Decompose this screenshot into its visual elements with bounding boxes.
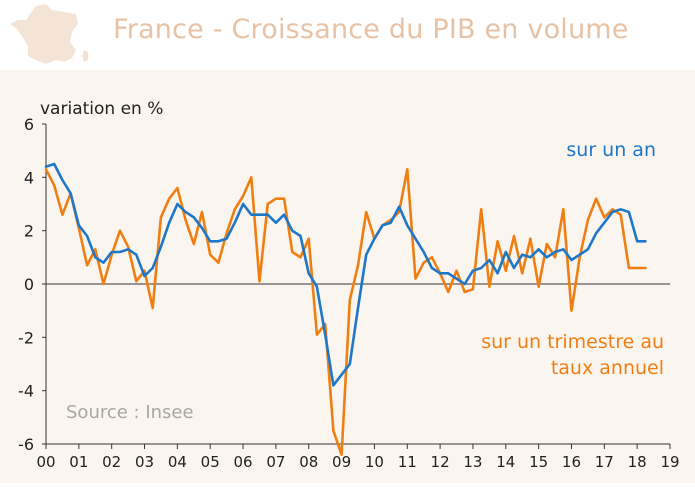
x-tick-label: 02 [102,453,121,471]
y-tick-label: -6 [18,435,34,454]
x-tick-label: 07 [266,453,285,471]
chart-header: France - Croissance du PIB en volume [0,0,695,70]
x-tick-label: 05 [201,453,220,471]
axes-layer: 6 4 2 0 -2 -4 -600 01 02 03 04 05 06 07 08 09 10 11 12 13 14… [18,115,680,471]
source-note: Source : Insee [66,402,194,423]
series-line-annual [44,162,647,387]
y-axis-label: variation en % [40,99,163,119]
x-tick-label: 11 [398,453,417,471]
x-tick-label: 08 [299,453,318,471]
series-label-quarterly-line: sur un trimestre au [481,331,664,353]
y-tick-label: -2 [18,328,34,347]
y-tick-label: 0 [24,275,34,294]
x-tick-label: 03 [135,453,154,471]
series-layer [44,162,647,457]
x-tick-label: 16 [562,453,581,471]
x-tick-label: 15 [529,453,548,471]
y-tick-label: -4 [18,382,34,401]
series-label-quarterly-line: taux annuel [551,357,664,379]
x-tick-label: 17 [595,453,614,471]
y-tick-label: 6 [24,115,34,134]
chart-panel: 6 4 2 0 -2 -4 -6 00 01 02 03 04 05 06 07 08 09 10 11 12 13 14… [0,70,695,483]
x-tick-label: 09 [332,453,351,471]
france-map-icon [10,4,88,64]
x-tick-label: 10 [365,453,384,471]
x-tick-label: 00 [36,453,55,471]
france-shape [10,4,78,64]
corsica-shape [82,50,88,62]
chart-title: France - Croissance du PIB en volume [113,14,629,45]
y-tick-label: 4 [24,168,34,187]
y-tick-label: 2 [24,222,34,241]
x-tick-label: 14 [496,453,515,471]
series-line-quarterly [44,168,647,457]
x-tick-label: 18 [628,453,647,471]
x-tick-label: 01 [69,453,88,471]
x-tick-label: 13 [463,453,482,471]
x-tick-label: 19 [660,453,679,471]
x-tick-label: 04 [168,453,187,471]
x-tick-label: 12 [431,453,450,471]
gdp-growth-chart: 6 4 2 0 -2 -4 -600 01 02 03 04 05 06 07 08 09 10 11 12 13 14… [18,99,680,471]
label-layer: sur un an sur un trimestre au taux annuel [481,139,664,379]
x-tick-label: 06 [234,453,253,471]
series-label-annual: sur un an [566,139,656,161]
